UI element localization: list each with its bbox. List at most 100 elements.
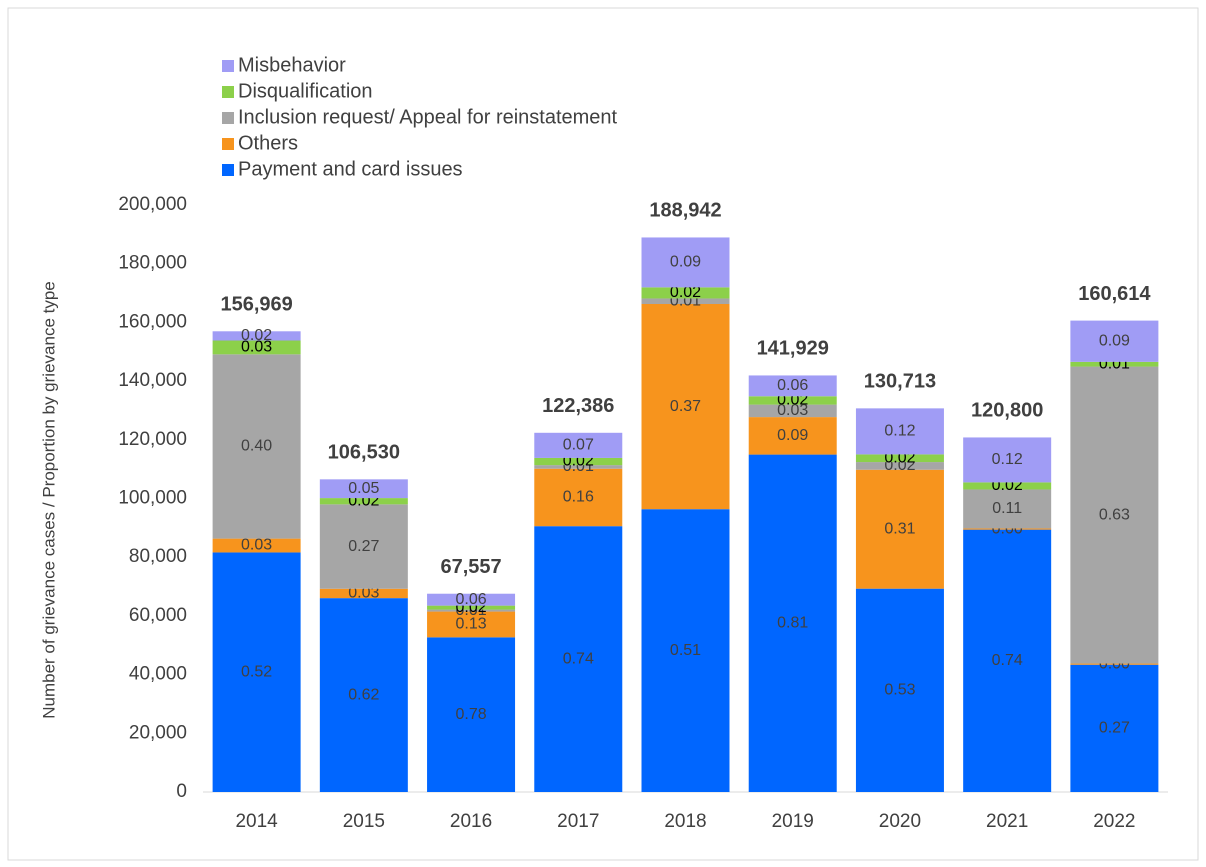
data-label: 0.03 xyxy=(241,537,272,554)
data-label: 0.03 xyxy=(777,402,808,419)
bar-segment xyxy=(641,304,730,510)
bar-segment xyxy=(963,528,1052,530)
bar-segment xyxy=(1070,664,1159,792)
bar-segment xyxy=(641,287,730,299)
bar-segment xyxy=(855,588,944,792)
bar-segment xyxy=(641,509,730,792)
bar-segment xyxy=(641,237,730,288)
x-tick-label: 2022 xyxy=(1093,811,1135,832)
data-label: 0.78 xyxy=(455,706,486,723)
bar-segment xyxy=(319,598,408,792)
bar-segment xyxy=(427,609,516,612)
data-label: 0.02 xyxy=(670,284,701,301)
data-label: 0.52 xyxy=(241,663,272,680)
bar-segment xyxy=(534,465,623,469)
data-label: 0.74 xyxy=(563,650,594,667)
y-tick-label: 20,000 xyxy=(129,722,187,743)
data-label: 0.13 xyxy=(455,616,486,633)
y-tick-label: 120,000 xyxy=(118,429,187,450)
bar-segment xyxy=(1070,361,1159,367)
bar-segment xyxy=(1070,366,1159,664)
bar-segment xyxy=(427,605,516,610)
legend-label: Inclusion request/ Appeal for reinstatem… xyxy=(238,106,618,128)
data-label: 0.03 xyxy=(241,339,272,356)
y-tick-label: 80,000 xyxy=(129,546,187,567)
bar-segment xyxy=(319,498,408,505)
bar-segment xyxy=(748,454,837,792)
data-label: 0.11 xyxy=(992,500,1022,517)
x-tick-label: 2014 xyxy=(235,811,278,832)
bar-segment xyxy=(534,457,623,466)
total-label: 141,929 xyxy=(757,338,829,360)
bar-segment xyxy=(748,396,837,405)
bar-segment xyxy=(427,637,516,792)
x-tick-label: 2021 xyxy=(986,811,1028,832)
bar-segment xyxy=(963,529,1052,792)
legend-label: Payment and card issues xyxy=(238,158,463,180)
data-label: 0.74 xyxy=(992,652,1023,669)
y-tick-label: 200,000 xyxy=(118,194,187,215)
data-label: 0.02 xyxy=(241,327,272,344)
y-tick-label: 0 xyxy=(176,781,187,802)
data-label: 0.09 xyxy=(1099,332,1130,349)
data-label: 0.09 xyxy=(670,254,701,271)
data-label: 0.06 xyxy=(455,591,486,608)
bar-segment xyxy=(534,432,623,458)
data-label: 0.51 xyxy=(670,642,701,659)
data-label: 0.40 xyxy=(241,438,272,455)
data-label: 0.05 xyxy=(348,480,379,497)
data-label: 0.27 xyxy=(348,538,379,555)
total-label: 120,800 xyxy=(971,400,1043,422)
data-label: 0.81 xyxy=(777,615,808,632)
bar-segment xyxy=(748,404,837,418)
bar-segment xyxy=(855,469,944,589)
bar-segment xyxy=(427,611,516,638)
bar-segment xyxy=(319,588,408,599)
bar-segment xyxy=(855,462,944,470)
legend-label: Misbehavior xyxy=(238,54,346,76)
data-label: 0.07 xyxy=(563,437,594,454)
x-tick-label: 2018 xyxy=(664,811,706,832)
total-label: 130,713 xyxy=(864,371,936,393)
total-label: 122,386 xyxy=(542,395,614,417)
total-label: 156,969 xyxy=(220,294,292,316)
y-tick-label: 160,000 xyxy=(118,311,187,332)
y-tick-label: 140,000 xyxy=(118,370,187,391)
y-tick-label: 180,000 xyxy=(118,253,187,274)
bar-segment xyxy=(212,331,301,341)
x-tick-label: 2017 xyxy=(557,811,599,832)
data-label: 0.06 xyxy=(777,377,808,394)
data-label: 0.62 xyxy=(348,686,379,703)
x-tick-label: 2020 xyxy=(879,811,921,832)
legend-swatch xyxy=(222,60,234,72)
bar-segment xyxy=(319,479,408,499)
x-tick-label: 2019 xyxy=(772,811,814,832)
data-label: 0.12 xyxy=(884,423,915,440)
bar-segment xyxy=(212,340,301,355)
data-label: 0.03 xyxy=(348,585,379,602)
bar-segment xyxy=(1070,663,1159,665)
total-label: 106,530 xyxy=(328,442,400,464)
data-label: 0.12 xyxy=(992,451,1023,468)
total-label: 67,557 xyxy=(440,556,501,578)
data-label: 0.53 xyxy=(884,682,915,699)
bar-segment xyxy=(534,468,623,527)
bar-segment xyxy=(641,298,730,305)
frame xyxy=(7,7,1199,861)
y-tick-label: 60,000 xyxy=(129,605,187,626)
legend-swatch xyxy=(222,86,234,98)
legend-swatch xyxy=(222,138,234,150)
bar-segment xyxy=(963,437,1052,483)
data-label: 0.37 xyxy=(670,398,701,415)
legend-swatch xyxy=(222,112,234,124)
legend-label: Disqualification xyxy=(238,80,373,102)
data-label: 0.09 xyxy=(777,427,808,444)
bar-segment xyxy=(319,504,408,589)
bar-segment xyxy=(427,593,516,606)
data-label: 0.31 xyxy=(884,520,915,537)
bar-segment xyxy=(963,489,1052,529)
legend-label: Others xyxy=(238,132,298,154)
legend-swatch xyxy=(222,164,234,176)
bar-segment xyxy=(212,552,301,792)
bar-segment xyxy=(855,408,944,455)
